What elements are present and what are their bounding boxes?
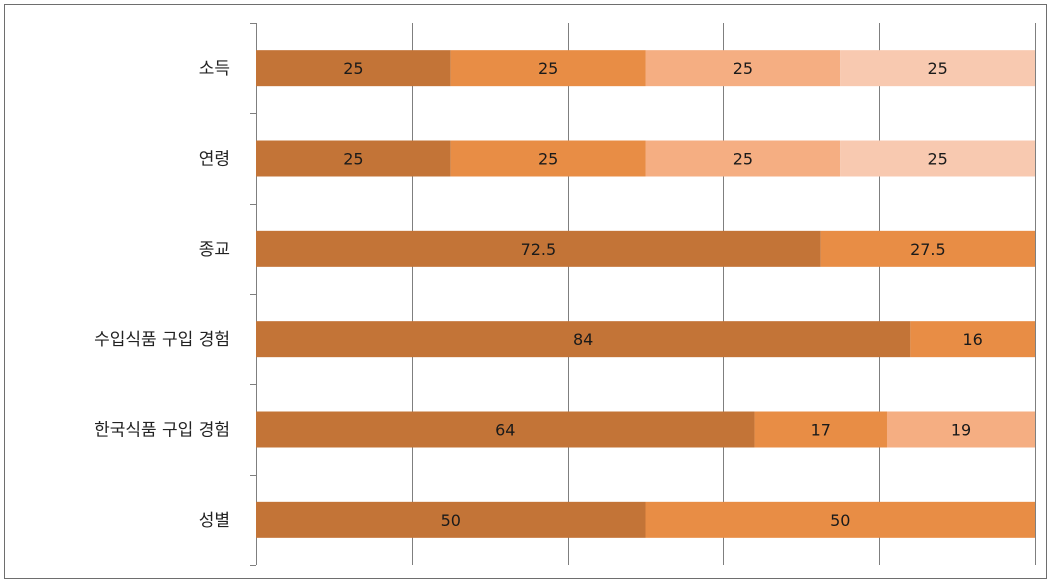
data-label: 84 <box>573 330 593 349</box>
bar-segment <box>820 230 1035 267</box>
bar-segment <box>256 501 646 538</box>
data-label: 25 <box>927 150 947 169</box>
data-label: 25 <box>538 59 558 78</box>
data-label: 50 <box>441 511 461 530</box>
data-label: 25 <box>733 59 753 78</box>
chart-frame <box>4 4 1047 579</box>
data-label: 25 <box>343 150 363 169</box>
data-label: 17 <box>811 421 831 440</box>
data-label: 64 <box>495 421 515 440</box>
data-label: 25 <box>538 150 558 169</box>
bar-segment <box>754 411 887 448</box>
bar-segment <box>450 50 646 87</box>
bar-segment <box>910 321 1035 358</box>
category-label: 수입식품 구입 경험 <box>94 330 230 350</box>
data-label: 19 <box>951 421 971 440</box>
bar-segment <box>840 140 1035 177</box>
data-label: 72.5 <box>521 240 557 259</box>
bar-segment <box>256 50 451 87</box>
bar-segment <box>256 230 821 267</box>
data-label: 16 <box>963 330 983 349</box>
category-label: 한국식품 구입 경험 <box>94 421 230 441</box>
category-label: 종교 <box>199 240 230 260</box>
bar-segment <box>645 501 1035 538</box>
bar-segment <box>886 411 1035 448</box>
data-label: 25 <box>733 150 753 169</box>
category-label: 연령 <box>199 150 230 170</box>
category-label: 성별 <box>199 511 230 531</box>
data-label: 25 <box>927 59 947 78</box>
data-label: 50 <box>830 511 850 530</box>
bar-segment <box>450 140 646 177</box>
bar-segment <box>256 411 755 448</box>
data-label: 25 <box>343 59 363 78</box>
data-label: 27.5 <box>910 240 946 259</box>
bar-segment <box>840 50 1035 87</box>
category-label: 소득 <box>199 59 230 79</box>
bar-segment <box>256 321 911 358</box>
bar-segment <box>645 140 841 177</box>
bar-segment <box>645 50 841 87</box>
bar-segment <box>256 140 451 177</box>
